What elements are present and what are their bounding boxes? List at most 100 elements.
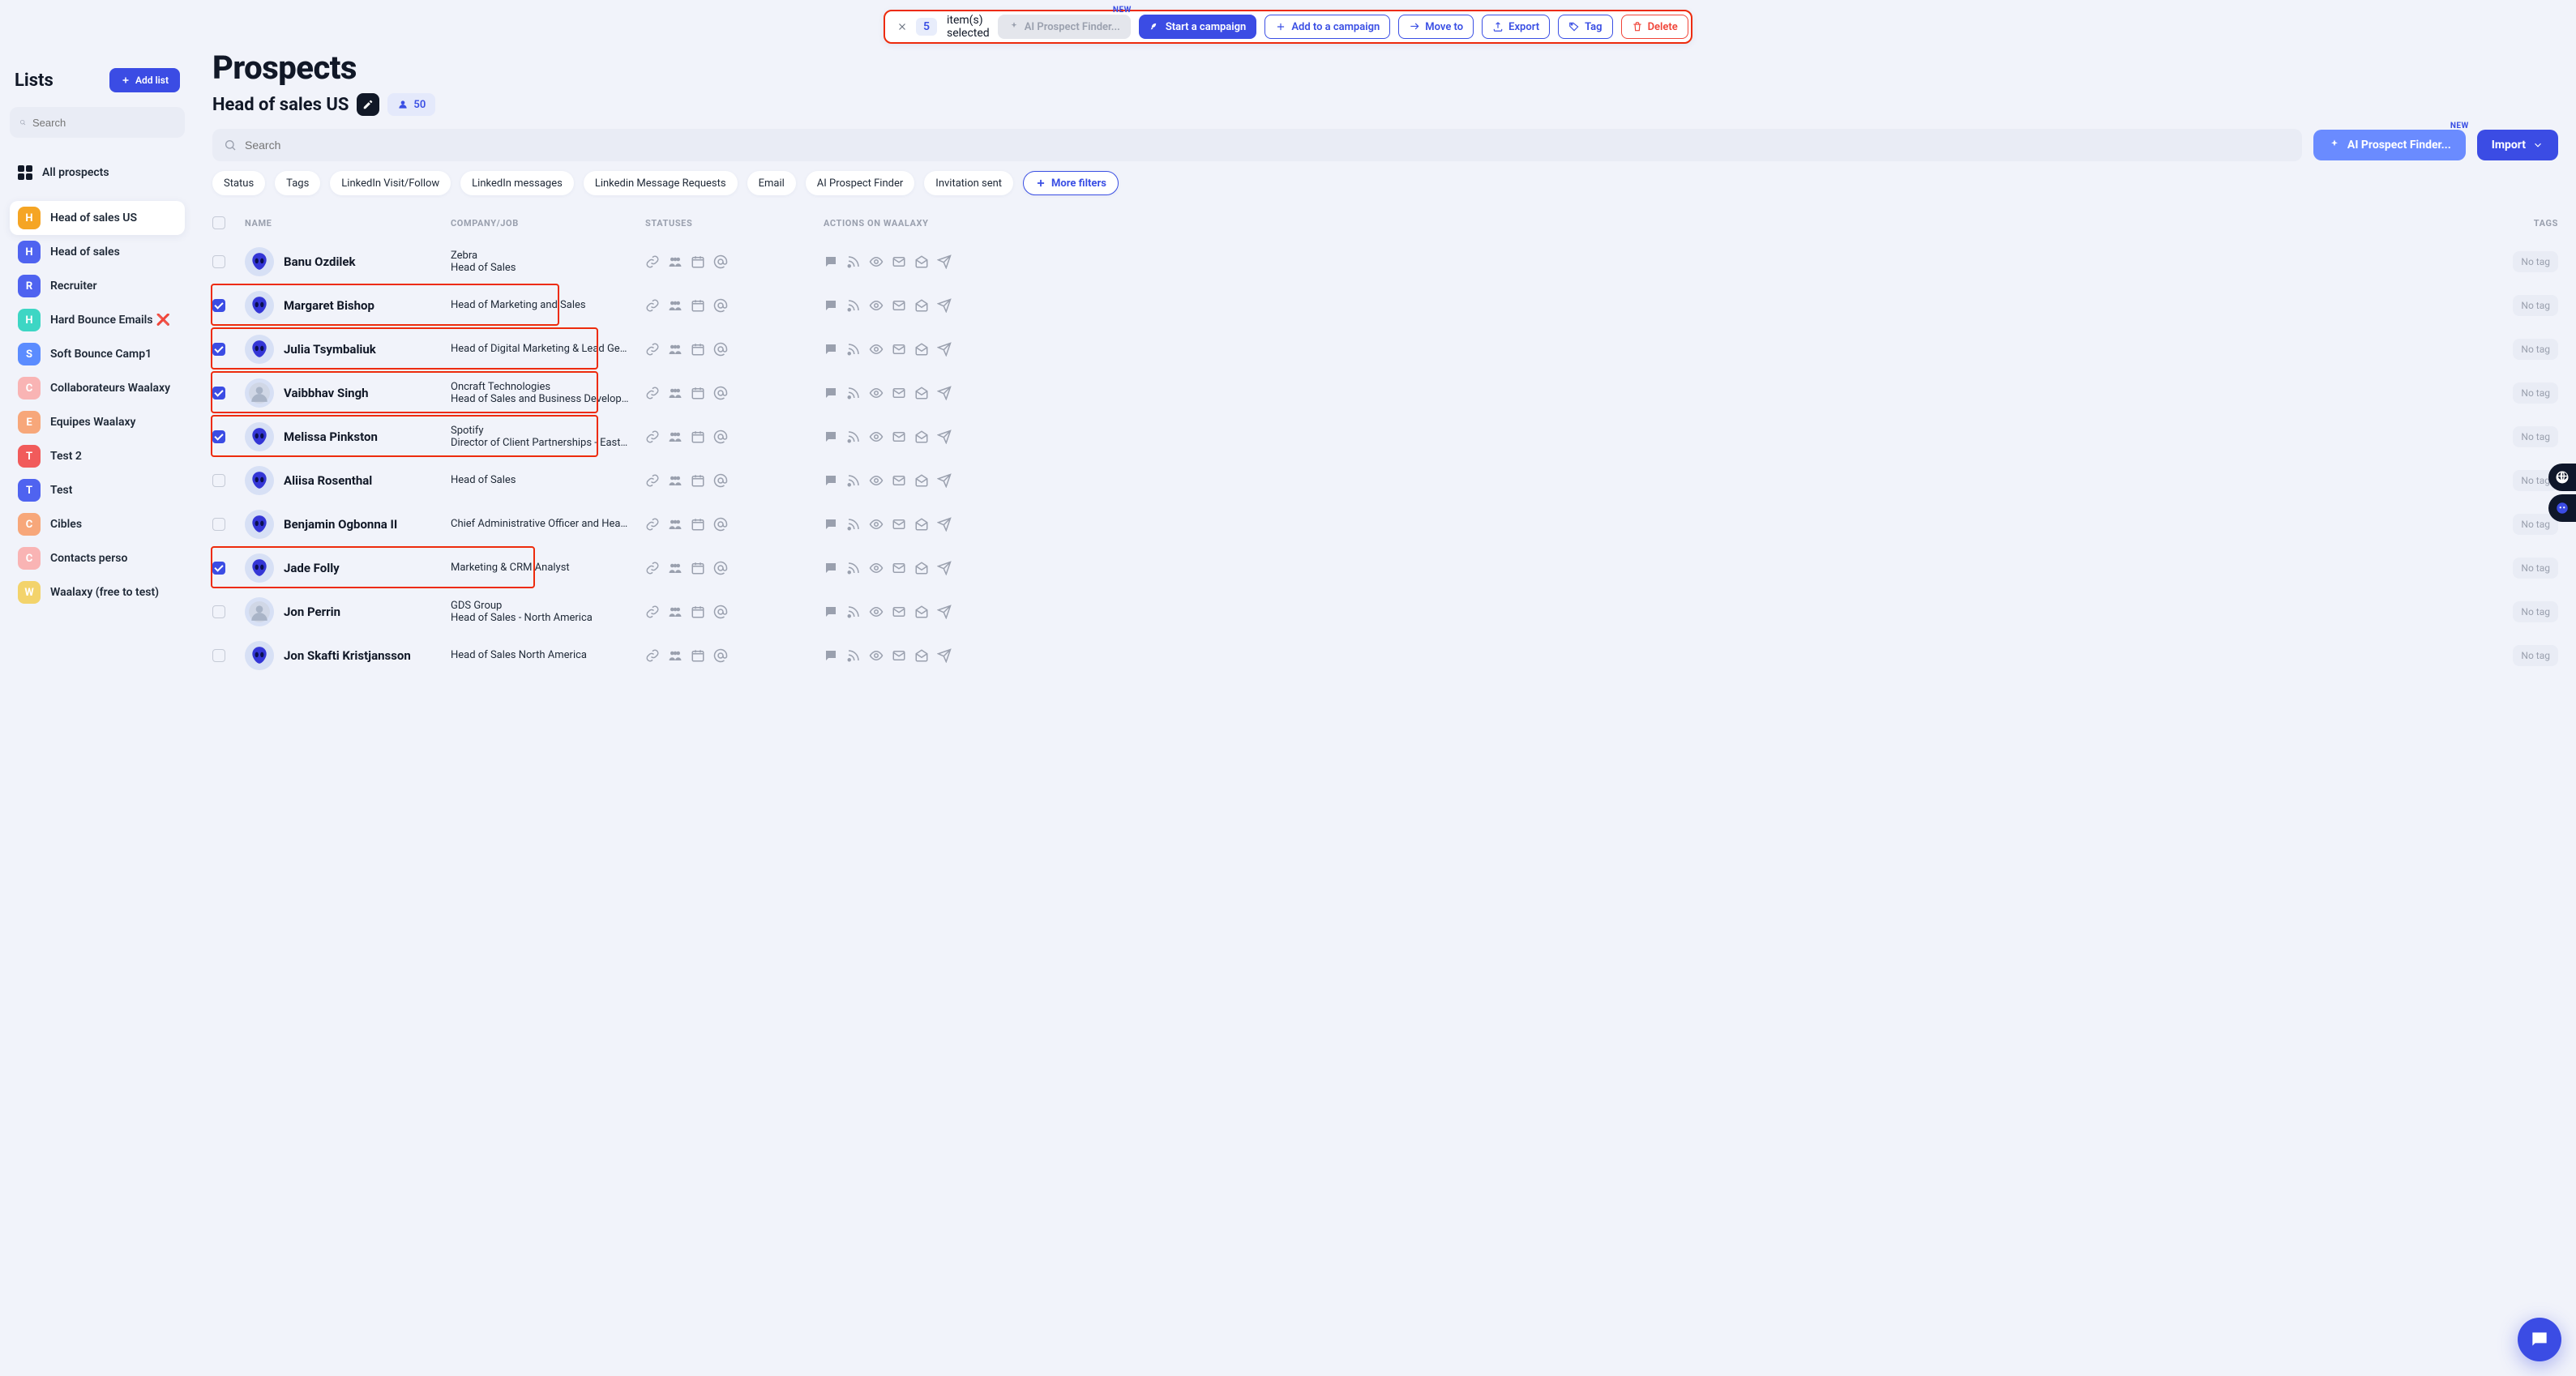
envelope-icon[interactable] (892, 605, 906, 619)
prospect-search[interactable] (212, 129, 2302, 161)
select-all-checkbox[interactable] (212, 216, 225, 229)
send-icon[interactable] (937, 386, 952, 400)
chat-icon[interactable] (824, 605, 838, 619)
table-row[interactable]: Julia TsymbaliukHead of Digital Marketin… (212, 327, 2558, 370)
eye-icon[interactable] (869, 429, 884, 444)
people-icon[interactable] (668, 517, 683, 532)
envelope-icon[interactable] (892, 386, 906, 400)
envelope-open-icon[interactable] (914, 342, 929, 357)
eye-icon[interactable] (869, 605, 884, 619)
ai-prospect-finder-main-button[interactable]: NEW AI Prospect Finder... (2313, 130, 2466, 160)
people-icon[interactable] (668, 648, 683, 663)
people-icon[interactable] (668, 561, 683, 575)
eye-icon[interactable] (869, 254, 884, 269)
sidebar-item-equipes-waalaxy[interactable]: EEquipes Waalaxy (10, 405, 185, 439)
eye-icon[interactable] (869, 298, 884, 313)
rss-icon[interactable] (846, 605, 861, 619)
row-checkbox[interactable] (212, 343, 225, 356)
import-button[interactable]: Import (2477, 130, 2558, 160)
rss-icon[interactable] (846, 648, 861, 663)
people-icon[interactable] (668, 298, 683, 313)
eye-icon[interactable] (869, 386, 884, 400)
at-icon[interactable] (713, 648, 728, 663)
sidebar-item-collaborateurs-waalaxy[interactable]: CCollaborateurs Waalaxy (10, 371, 185, 405)
chat-icon[interactable] (824, 473, 838, 488)
people-icon[interactable] (668, 605, 683, 619)
no-tag-button[interactable]: No tag (2513, 645, 2558, 666)
envelope-open-icon[interactable] (914, 429, 929, 444)
at-icon[interactable] (713, 429, 728, 444)
at-icon[interactable] (713, 517, 728, 532)
people-icon[interactable] (668, 342, 683, 357)
chat-icon[interactable] (824, 648, 838, 663)
send-icon[interactable] (937, 517, 952, 532)
no-tag-button[interactable]: No tag (2513, 251, 2558, 272)
row-checkbox[interactable] (212, 387, 225, 400)
more-filters-button[interactable]: More filters (1023, 171, 1119, 195)
envelope-open-icon[interactable] (914, 298, 929, 313)
chat-fab[interactable] (2518, 1318, 2561, 1361)
at-icon[interactable] (713, 342, 728, 357)
sidebar-item-test[interactable]: TTest (10, 473, 185, 507)
rss-icon[interactable] (846, 473, 861, 488)
rss-icon[interactable] (846, 561, 861, 575)
envelope-open-icon[interactable] (914, 386, 929, 400)
calendar-icon[interactable] (691, 342, 705, 357)
filter-chip-tags[interactable]: Tags (275, 171, 320, 195)
sidebar-item-recruiter[interactable]: RRecruiter (10, 269, 185, 303)
filter-chip-linkedin-visit-follow[interactable]: LinkedIn Visit/Follow (330, 171, 451, 195)
eye-icon[interactable] (869, 517, 884, 532)
add-to-campaign-button[interactable]: Add to a campaign (1264, 15, 1390, 39)
send-icon[interactable] (937, 648, 952, 663)
chat-icon[interactable] (824, 561, 838, 575)
calendar-icon[interactable] (691, 561, 705, 575)
at-icon[interactable] (713, 561, 728, 575)
calendar-icon[interactable] (691, 429, 705, 444)
send-icon[interactable] (937, 605, 952, 619)
link-icon[interactable] (645, 386, 660, 400)
send-icon[interactable] (937, 473, 952, 488)
link-icon[interactable] (645, 342, 660, 357)
prospect-search-input[interactable] (245, 139, 2291, 152)
link-icon[interactable] (645, 648, 660, 663)
chat-icon[interactable] (824, 298, 838, 313)
row-checkbox[interactable] (212, 430, 225, 443)
link-icon[interactable] (645, 561, 660, 575)
no-tag-button[interactable]: No tag (2513, 382, 2558, 404)
people-icon[interactable] (668, 473, 683, 488)
envelope-open-icon[interactable] (914, 254, 929, 269)
no-tag-button[interactable]: No tag (2513, 601, 2558, 622)
at-icon[interactable] (713, 473, 728, 488)
table-row[interactable]: Vaibbhav SinghOncraft TechnologiesHead o… (212, 370, 2558, 414)
chat-icon[interactable] (824, 429, 838, 444)
envelope-open-icon[interactable] (914, 517, 929, 532)
envelope-icon[interactable] (892, 429, 906, 444)
row-checkbox[interactable] (212, 299, 225, 312)
calendar-icon[interactable] (691, 648, 705, 663)
envelope-icon[interactable] (892, 473, 906, 488)
eye-icon[interactable] (869, 342, 884, 357)
calendar-icon[interactable] (691, 386, 705, 400)
eye-icon[interactable] (869, 648, 884, 663)
tag-button[interactable]: Tag (1558, 15, 1612, 39)
envelope-icon[interactable] (892, 561, 906, 575)
no-tag-button[interactable]: No tag (2513, 295, 2558, 316)
add-list-button[interactable]: Add list (109, 68, 180, 92)
send-icon[interactable] (937, 342, 952, 357)
sidebar-search[interactable] (10, 107, 185, 138)
people-icon[interactable] (668, 254, 683, 269)
send-icon[interactable] (937, 298, 952, 313)
help-fab[interactable] (2548, 494, 2576, 522)
people-icon[interactable] (668, 386, 683, 400)
row-checkbox[interactable] (212, 255, 225, 268)
chat-icon[interactable] (824, 254, 838, 269)
chat-icon[interactable] (824, 517, 838, 532)
rss-icon[interactable] (846, 517, 861, 532)
sidebar-item-head-of-sales[interactable]: HHead of sales (10, 235, 185, 269)
at-icon[interactable] (713, 254, 728, 269)
translate-fab[interactable] (2548, 464, 2576, 491)
link-icon[interactable] (645, 429, 660, 444)
start-campaign-button[interactable]: Start a campaign (1139, 15, 1256, 39)
sidebar-item-hard-bounce-emails[interactable]: HHard Bounce Emails❌ (10, 303, 185, 337)
filter-chip-linkedin-message-requests[interactable]: Linkedin Message Requests (584, 171, 738, 195)
